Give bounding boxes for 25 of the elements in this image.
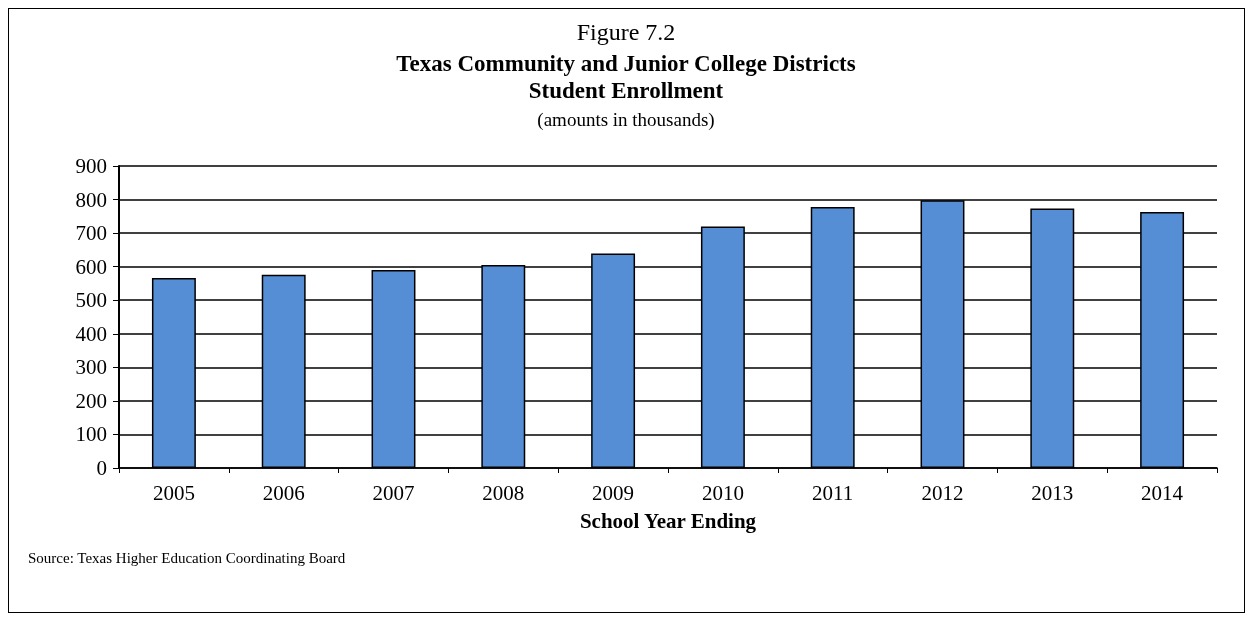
y-tick-label: 200 — [75, 388, 107, 413]
x-tick-label: 2011 — [812, 480, 854, 505]
x-tick-label: 2014 — [1141, 480, 1184, 505]
x-tick-label: 2007 — [372, 480, 415, 505]
x-tick-label: 2010 — [701, 480, 744, 505]
y-tick-label: 400 — [75, 321, 107, 346]
x-tick-label: 2005 — [152, 480, 195, 505]
x-tick-label: 2008 — [482, 480, 525, 505]
text: (amounts in thousands) — [537, 109, 715, 131]
y-tick-label: 800 — [75, 187, 107, 212]
x-tick-label: 2012 — [921, 480, 964, 505]
y-tick-label: 600 — [75, 254, 107, 279]
chart-subtitle: Texas Community and Junior College Districts Student Enrollment — [396, 51, 856, 103]
y-tick-label: 0 — [96, 456, 107, 480]
y-tick-label: 700 — [75, 221, 107, 246]
x-tick-label: 2006 — [262, 480, 305, 505]
y-tick-label: 300 — [75, 355, 107, 380]
chart-title: Figure 7.2 — [576, 19, 676, 45]
x-tick-label: 2009 — [592, 480, 635, 505]
source-note: Source: Texas Higher Education Coordinating Board — [28, 549, 346, 566]
y-tick-label: 500 — [75, 288, 107, 313]
x-axis-title: School Year Ending — [579, 508, 757, 533]
x-tick-label: 2013 — [1031, 480, 1074, 505]
y-tick-label: 900 — [75, 154, 107, 178]
y-tick-label: 100 — [75, 422, 107, 447]
